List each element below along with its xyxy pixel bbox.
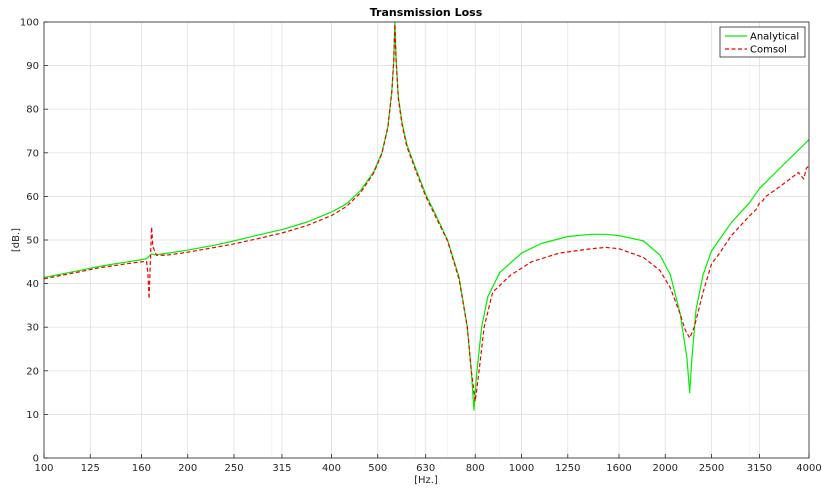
y-tick-labels: 0 10 20 30 40 50 60 70 80 90 100 (20, 18, 39, 465)
x-tick-label: 630 (416, 463, 435, 474)
legend-label-comsol: Comsol (750, 45, 787, 56)
y-tick-label: 10 (26, 410, 39, 421)
legend: Analytical Comsol (719, 26, 806, 58)
x-axis-label: [Hz.] (414, 475, 438, 486)
x-tick-label: 125 (81, 463, 100, 474)
y-tick-label: 100 (20, 18, 39, 29)
y-tick-label: 20 (26, 366, 39, 377)
y-tick-label: 90 (26, 61, 39, 72)
y-tick-label: 40 (26, 279, 39, 290)
legend-box (719, 26, 806, 58)
series-line-analytical (43, 21, 810, 411)
tick-marks (43, 21, 810, 459)
x-tick-label: 1250 (555, 463, 580, 474)
x-tick-label: 1000 (509, 463, 534, 474)
chart-title: Transmission Loss (370, 6, 483, 19)
y-axis-label: [dB.] (11, 228, 22, 252)
x-tick-label: 200 (178, 463, 197, 474)
y-tick-label: 80 (26, 105, 39, 116)
x-tick-label: 2500 (699, 463, 724, 474)
x-tick-label: 2000 (653, 463, 678, 474)
y-tick-label: 30 (26, 323, 39, 334)
y-tick-label: 70 (26, 148, 39, 159)
x-tick-label: 3150 (747, 463, 772, 474)
x-tick-label: 1600 (606, 463, 631, 474)
y-tick-label: 60 (26, 192, 39, 203)
x-tick-label: 800 (466, 463, 485, 474)
series-layer (43, 21, 810, 411)
x-tick-label: 500 (368, 463, 387, 474)
plot-area: 100 125 160 200 250 315 400 500 630 800 1000 1250 16… (20, 18, 822, 475)
x-tick-label: 315 (272, 463, 291, 474)
y-tick-label: 0 (33, 454, 39, 465)
x-tick-label: 160 (132, 463, 151, 474)
x-tick-labels: 100 125 160 200 250 315 400 500 630 800 1000 1250 16… (34, 463, 821, 474)
x-tick-label: 100 (34, 463, 53, 474)
x-tick-label: 4000 (796, 463, 821, 474)
x-tick-label: 250 (224, 463, 243, 474)
series-line-comsol (43, 23, 810, 402)
legend-label-analytical: Analytical (750, 32, 799, 43)
y-tick-label: 50 (26, 236, 39, 247)
x-tick-label: 400 (322, 463, 341, 474)
